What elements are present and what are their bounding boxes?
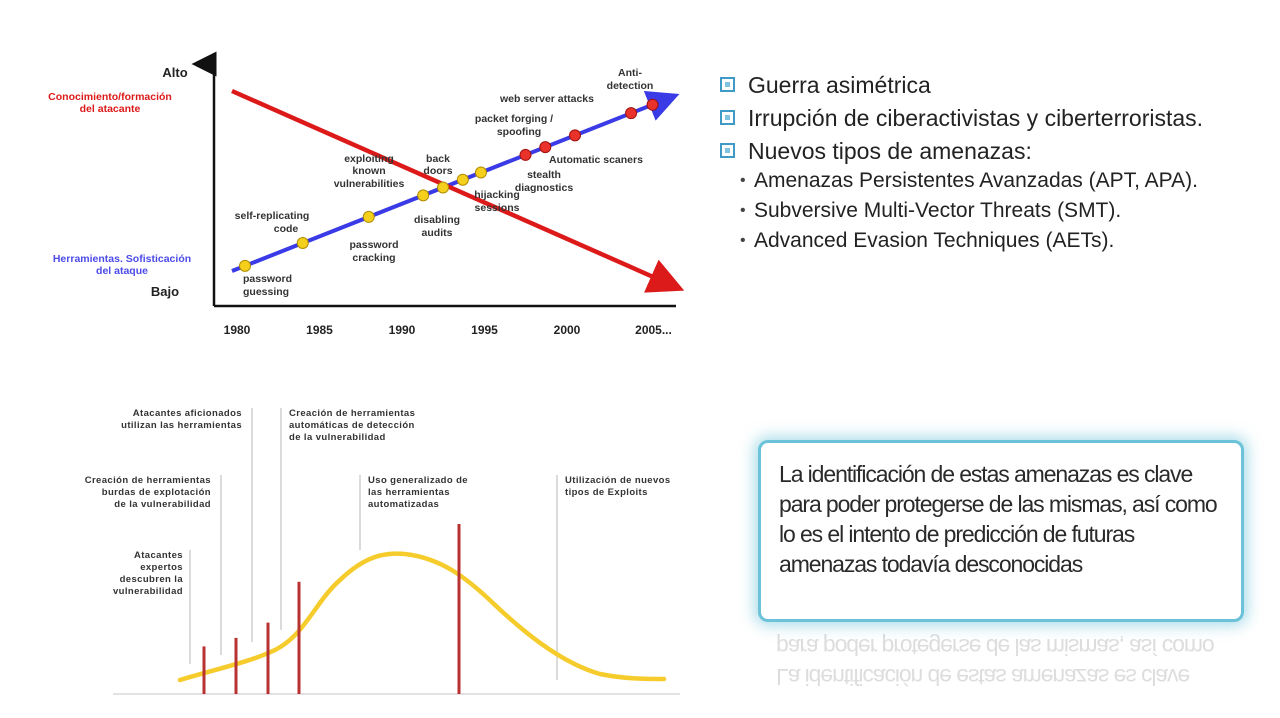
milestone-label: back doors	[423, 153, 452, 177]
bullet-text: Nuevos tipos de amenazas:	[748, 138, 1032, 164]
bullet-text: Irrupción de ciberactivistas y ciberterr…	[748, 105, 1204, 131]
milestone-label: web server attacks	[499, 93, 594, 105]
milestone-label: password cracking	[349, 239, 398, 264]
milestone-dot	[474, 166, 487, 179]
bullet-item: Irrupción de ciberactivistas y ciberterr…	[718, 105, 1268, 132]
milestone-dot	[456, 173, 469, 186]
attack-sophistication-chart: Alto Bajo Conocimiento/formación del atac…	[48, 51, 685, 337]
red-series-label: Conocimiento/formación del atacante	[48, 91, 172, 115]
label-aficionados: Atacantes aficionados utilizan las herram…	[121, 408, 242, 431]
callout-reflection-text: La identificación de estas amenazas es c…	[776, 634, 1214, 690]
milestone-label: packet forging / spoofing	[475, 113, 553, 138]
bullet-dot-icon: •	[740, 172, 746, 189]
milestone-label: exploiting known vulnerabilities	[334, 153, 405, 190]
sub-bullet-item: • Advanced Evasion Techniques (AETs).	[718, 228, 1268, 253]
label-expertos: Atacantes expertos descubren la vulnerabili…	[113, 550, 183, 597]
sub-bullet-text: Subversive Multi-Vector Threats (SMT).	[754, 199, 1122, 222]
vulnerability-lifecycle-chart: Atacantes aficionados utilizan las herram…	[85, 408, 680, 695]
x-tick-label: 1995	[471, 323, 498, 337]
label-automaticas: Creación de herramientas automáticas de d…	[289, 408, 415, 443]
bullet-dot-icon: •	[740, 202, 746, 219]
event-bar	[266, 622, 270, 694]
bullet-item: Nuevos tipos de amenazas:	[718, 138, 1268, 165]
bullet-text: Guerra asimétrica	[748, 72, 931, 98]
milestone-dot	[296, 237, 309, 250]
x-tick-labels: 1980 1985 1990 1995 2000 2005...	[224, 323, 672, 337]
sub-bullet-text: Amenazas Persistentes Avanzadas (APT, AP…	[754, 169, 1198, 192]
x-tick-label: 1985	[306, 323, 333, 337]
milestone-label: Automatic scaners	[549, 154, 643, 166]
bullet-list: Guerra asimétrica Irrupción de ciberacti…	[718, 72, 1268, 258]
milestone-dot	[569, 129, 581, 142]
event-bar	[234, 637, 238, 694]
sub-bullet-item: • Amenazas Persistentes Avanzadas (APT, …	[718, 168, 1268, 193]
blue-series-label: Herramientas. Sofisticación del ataque	[53, 253, 191, 277]
milestone-label: hijacking sessions	[474, 189, 520, 214]
milestone-label: disabling audits	[414, 214, 460, 239]
label-nuevos: Utilización de nuevos tipos de Exploits	[565, 475, 671, 498]
bullet-dot-icon: •	[740, 232, 746, 249]
event-bar	[202, 646, 206, 694]
x-tick-label: 1980	[224, 323, 251, 337]
milestone-dot	[362, 210, 375, 223]
milestone-label: stealth diagnostics	[515, 169, 574, 194]
milestone-label: password guessing	[243, 273, 292, 298]
label-generalizado: Uso generalizado de las herramientas autom…	[368, 475, 468, 510]
milestone-dot	[239, 259, 251, 272]
sub-bullet-text: Advanced Evasion Techniques (AETs).	[754, 229, 1115, 252]
adoption-curve	[177, 551, 667, 683]
sub-bullet-item: • Subversive Multi-Vector Threats (SMT).	[718, 198, 1268, 223]
milestone-label: self-replicating code	[235, 210, 310, 235]
callout-reflection: La identificación de estas amenazas es c…	[758, 632, 1244, 702]
label-burdas: Creación de herramientas burdas de explot…	[85, 475, 211, 510]
red-trend-arrow	[231, 88, 685, 293]
x-tick-label: 2005...	[635, 323, 672, 337]
milestone-dot	[519, 148, 532, 161]
event-bars	[202, 524, 461, 694]
y-low-label: Bajo	[151, 284, 179, 299]
y-high-label: Alto	[162, 65, 187, 80]
callout-text: La identificación de estas amenazas es c…	[779, 461, 1218, 577]
event-bar	[457, 524, 461, 694]
bullet-square-icon	[720, 77, 735, 92]
bullet-square-icon	[720, 110, 735, 125]
x-tick-label: 2000	[554, 323, 581, 337]
milestone-dot	[646, 98, 659, 111]
milestone-dot	[539, 141, 552, 154]
event-bar	[297, 581, 301, 694]
bullet-item: Guerra asimétrica	[718, 72, 1268, 99]
callout-box: La identificación de estas amenazas es c…	[758, 440, 1244, 622]
x-tick-label: 1990	[389, 323, 416, 337]
milestone-dot	[417, 189, 430, 202]
milestone-dot	[625, 107, 638, 120]
milestone-label: Anti-detection	[607, 67, 654, 92]
milestones: password guessing self-replicating code pass…	[235, 67, 659, 298]
milestone-dot	[437, 181, 449, 194]
bullet-square-icon	[720, 143, 735, 158]
